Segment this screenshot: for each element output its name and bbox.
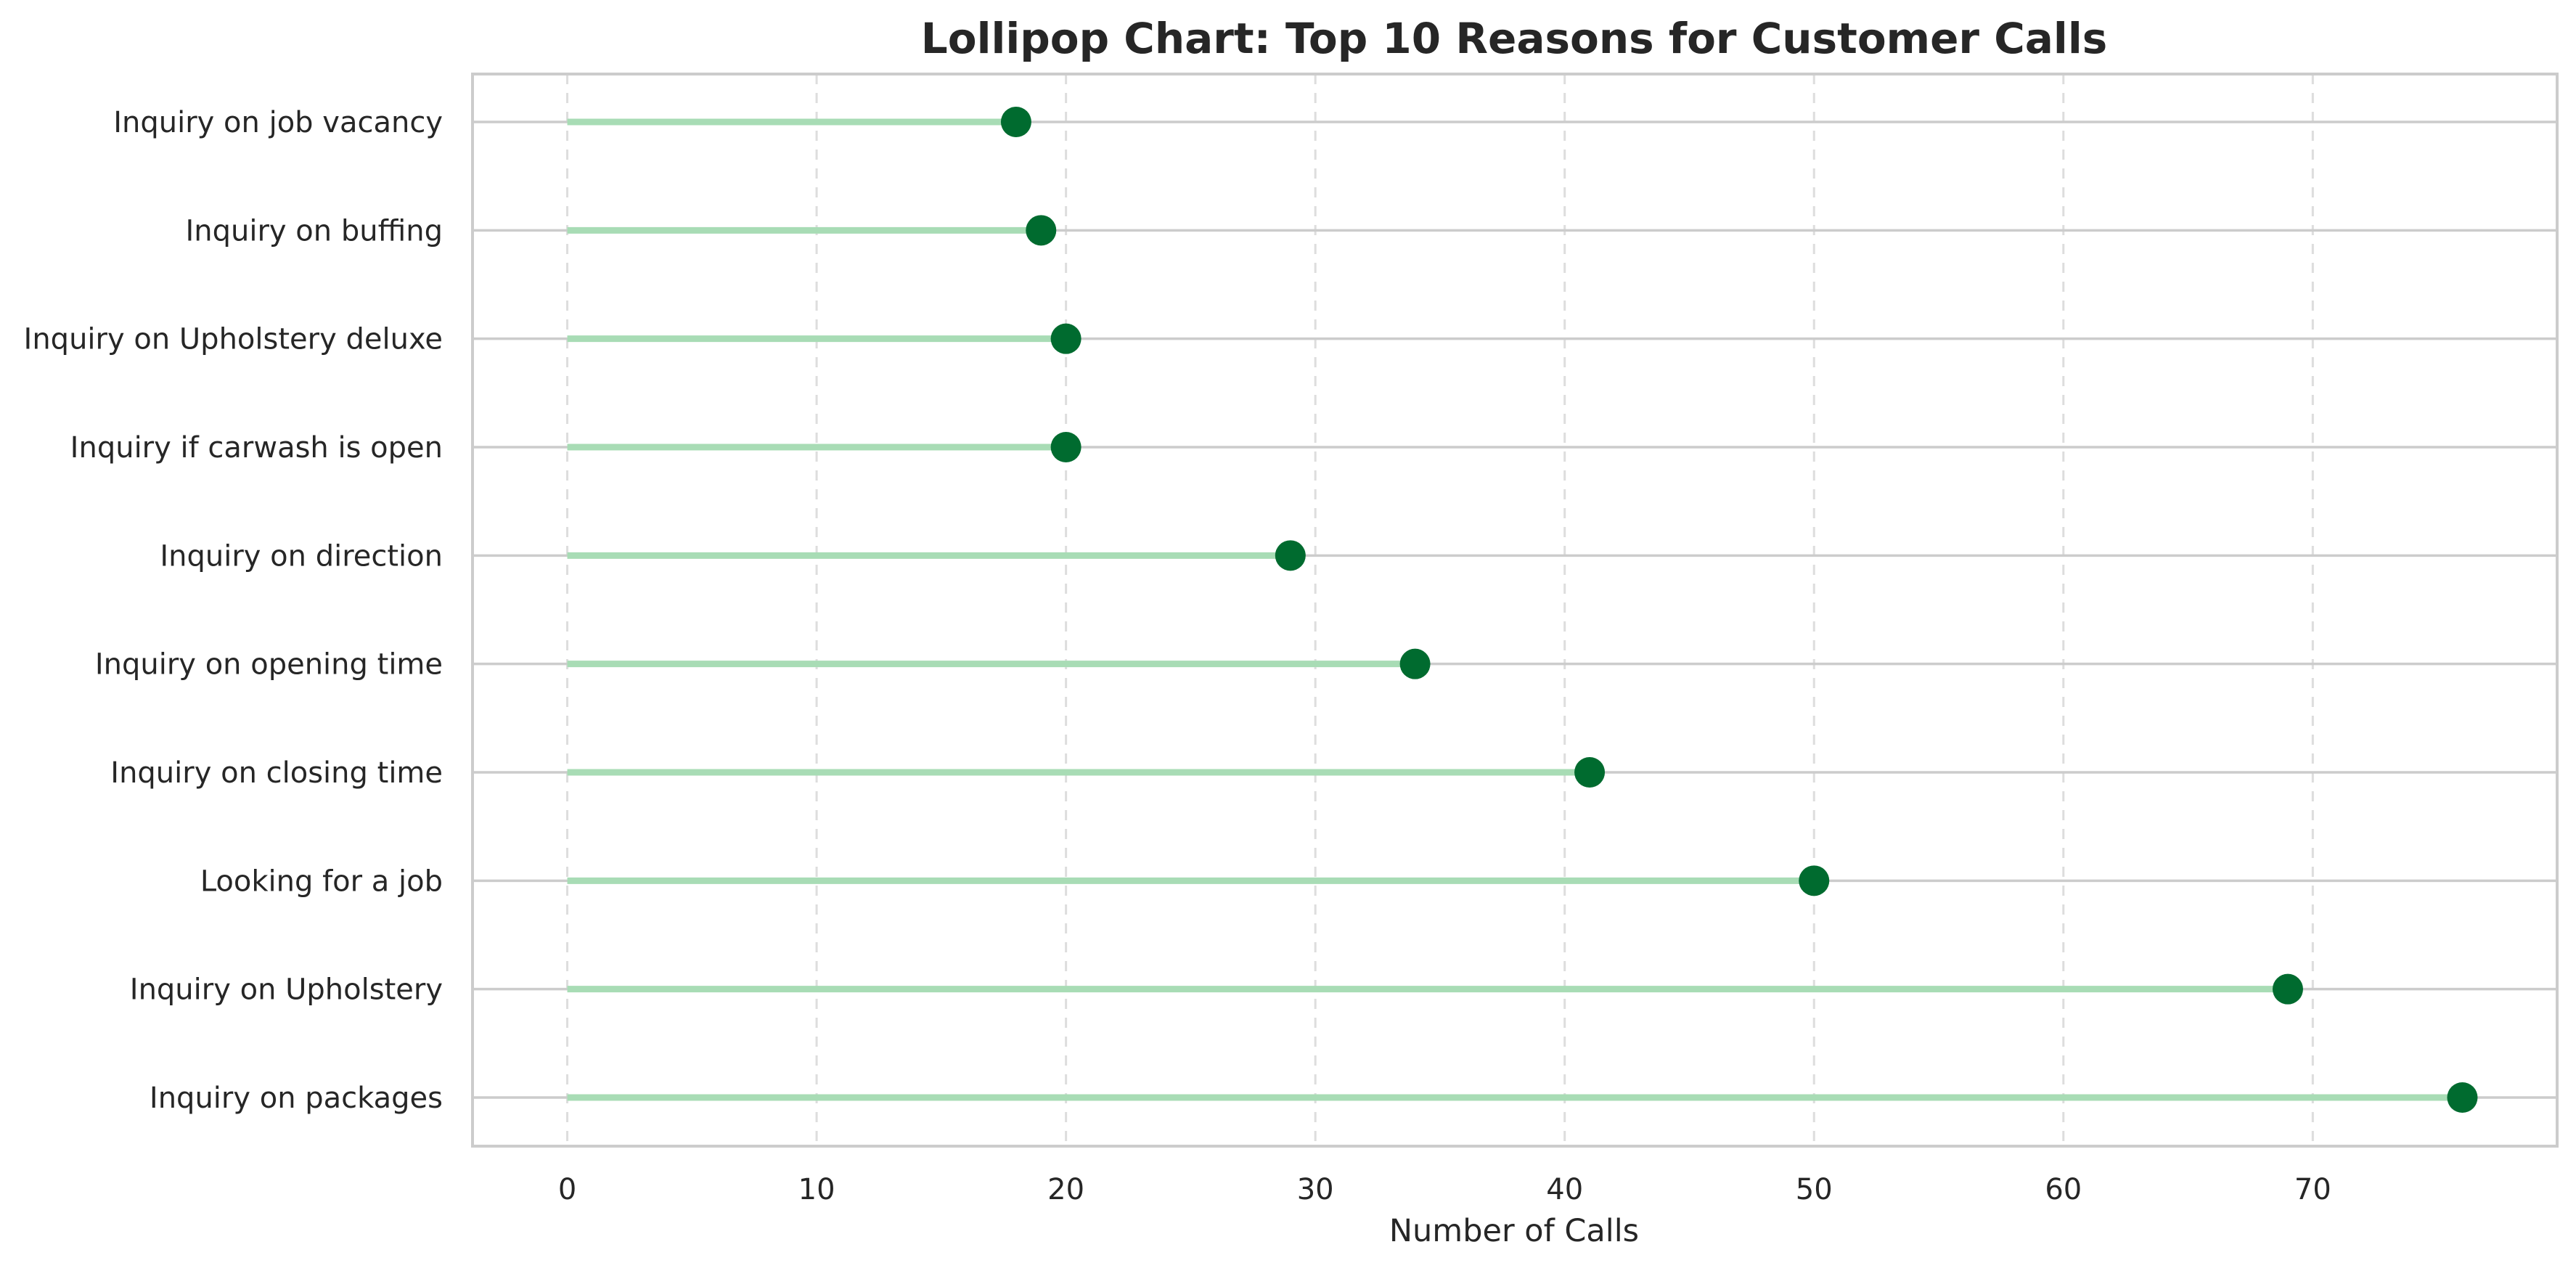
lollipop-marker	[2272, 973, 2303, 1005]
y-tick-label: Inquiry on opening time	[95, 648, 443, 682]
y-tick-label: Inquiry on Upholstery deluxe	[24, 323, 443, 356]
lollipop-marker	[1050, 432, 1081, 462]
x-tick-label: 30	[1297, 1173, 1334, 1206]
lollipop-marker	[2447, 1082, 2478, 1113]
x-axis-label: Number of Calls	[1389, 1213, 1639, 1249]
y-tick-label: Looking for a job	[200, 865, 443, 898]
lollipop-marker	[1799, 865, 1830, 896]
y-tick-label: Inquiry on buffing	[185, 214, 443, 248]
lollipop-marker	[1050, 323, 1081, 354]
y-tick-label: Inquiry on packages	[150, 1082, 443, 1115]
x-tick-label: 20	[1047, 1173, 1084, 1206]
plot-frame	[471, 73, 2559, 1148]
x-tick-label: 40	[1546, 1173, 1583, 1206]
x-tick-label: 10	[798, 1173, 835, 1206]
y-axis-tick-labels: Inquiry on job vacancy Inquiry on buffing…	[24, 106, 443, 1115]
y-tick-label: Inquiry if carwash is open	[70, 431, 443, 465]
x-tick-label: 70	[2294, 1173, 2331, 1206]
y-tick-label: Inquiry on Upholstery	[130, 973, 443, 1007]
lollipop-marker	[1000, 107, 1031, 137]
x-tick-label: 0	[558, 1173, 576, 1206]
x-axis-tick-labels: 0 10 20 30 40 50 60 70	[558, 1173, 2331, 1206]
stem-layer	[567, 118, 2463, 1101]
lollipop-marker	[1574, 757, 1606, 788]
y-tick-label: Inquiry on job vacancy	[113, 106, 443, 139]
x-tick-label: 50	[1796, 1173, 1833, 1206]
y-tick-label: Inquiry on closing time	[110, 756, 443, 790]
x-tick-label: 60	[2045, 1173, 2082, 1206]
marker-layer	[1000, 107, 2478, 1113]
y-tick-label: Inquiry on direction	[160, 539, 443, 573]
lollipop-marker	[1026, 215, 1057, 246]
lollipop-marker	[1399, 648, 1431, 679]
chart-title: Lollipop Chart: Top 10 Reasons for Custo…	[921, 14, 2107, 63]
lollipop-marker	[1275, 540, 1306, 571]
